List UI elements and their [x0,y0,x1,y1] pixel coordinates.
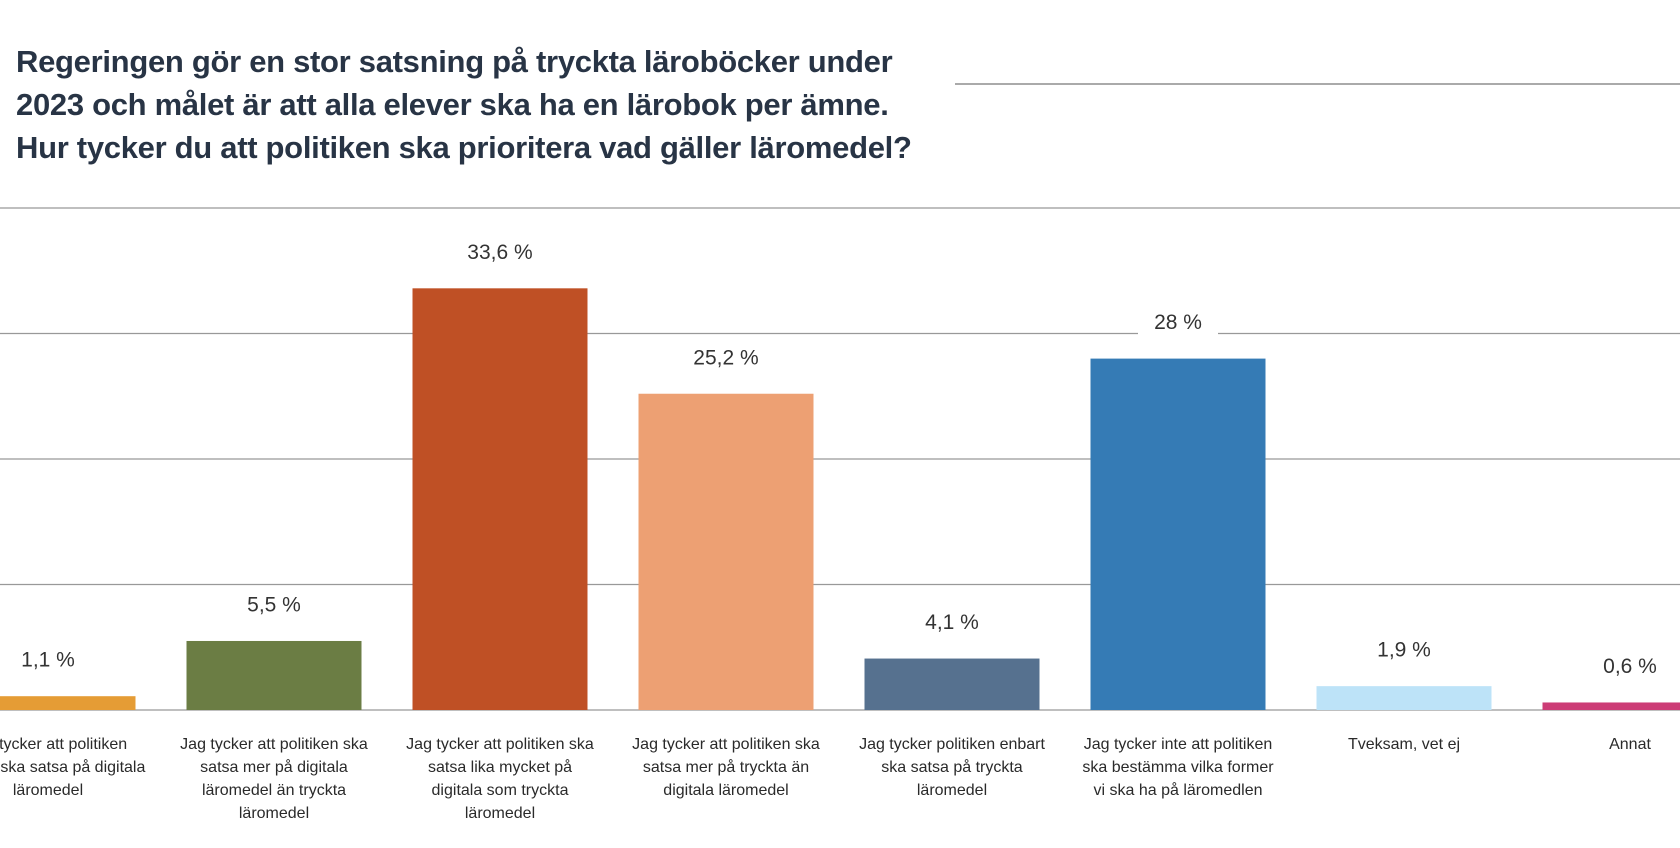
value-label-bg [686,343,766,372]
value-label-bg [460,238,540,267]
bar [638,393,814,710]
value-label: 4,1 % [925,611,979,634]
bar [1316,686,1492,710]
value-label-bg [1590,652,1670,681]
x-tick-label: Jag tycker politiken enbart ska satsa på… [859,736,1045,799]
x-tick-label: Tveksam, vet ej [1347,736,1461,753]
value-label-bg [234,590,314,619]
bar [186,640,362,710]
chart-title: Regeringen gör en stor satsning på tryck… [16,44,893,79]
chart-title: Hur tycker du att politiken ska priorite… [16,130,912,165]
x-tick-label: Jag tycker inte att politiken ska bestäm… [1082,736,1274,799]
x-tick-label: Jag tycker att politiken ska satsa mer p… [632,736,820,799]
value-label: 1,1 % [21,649,75,672]
value-label: 33,6 % [467,241,532,264]
value-label-bg [1138,308,1218,337]
value-label: 25,2 % [693,346,758,369]
bar [0,696,136,710]
value-label: 28 % [1154,311,1202,334]
x-tick-label: Jag tycker att politiken ska satsa mer p… [180,736,368,822]
value-label: 1,9 % [1377,639,1431,662]
value-label-bg [8,646,88,675]
value-label: 5,5 % [247,594,301,617]
value-label: 0,6 % [1603,655,1657,678]
value-label-bg [912,608,992,637]
x-tick-label: Jag tycker att politiken enbart ska sats… [0,736,146,799]
value-label-bg [1364,636,1444,665]
bar [1542,702,1680,710]
x-tick-label: Jag tycker att politiken ska satsa lika … [406,736,594,822]
chart-title: 2023 och målet är att alla elever ska ha… [16,87,889,122]
bar [412,288,588,710]
x-tick-label: Annat [1609,736,1651,753]
bar [864,658,1040,710]
bar [1090,358,1266,710]
